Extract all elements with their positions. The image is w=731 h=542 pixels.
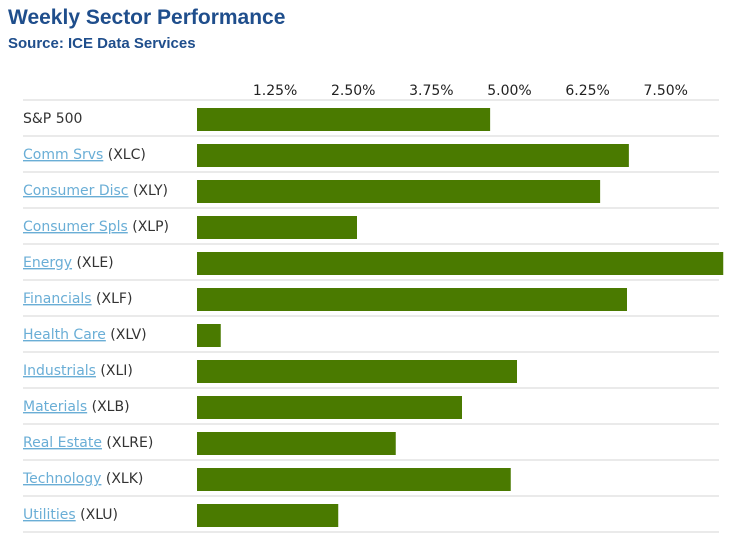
chart-title: Weekly Sector Performance (8, 6, 286, 29)
bar-utilities (197, 504, 339, 527)
bar-energy (197, 252, 724, 275)
ticker-label: (XLB) (87, 399, 129, 415)
category-label: Materials (XLB) (23, 399, 130, 415)
category-label: Health Care (XLV) (23, 327, 147, 343)
ticker-label: (XLI) (96, 363, 133, 379)
sector-link[interactable]: Financials (23, 291, 92, 307)
bar-consumer-spls (197, 216, 357, 239)
tick-label: 5.00% (487, 83, 531, 99)
ticker-label: (XLF) (92, 291, 133, 307)
sector-link[interactable]: Technology (22, 471, 101, 487)
sector-link[interactable]: Real Estate (23, 435, 102, 451)
ticker-label: (XLY) (129, 183, 168, 199)
bar-comm-srvs (197, 144, 629, 167)
bar-health-care (197, 324, 221, 347)
bar-technology (197, 468, 511, 491)
category-label: Real Estate (XLRE) (23, 435, 153, 451)
category-label: S&P 500 (23, 111, 82, 127)
category-label: Consumer Disc (XLY) (23, 183, 168, 199)
bar-industrials (197, 360, 517, 383)
tick-label: 1.25% (253, 83, 297, 99)
sector-link[interactable]: Utilities (23, 507, 76, 523)
category-label: Consumer Spls (XLP) (23, 219, 169, 235)
ticker-label: (XLRE) (102, 435, 153, 451)
ticker-label: (XLC) (103, 147, 146, 163)
sector-link[interactable]: Consumer Disc (23, 183, 129, 199)
bar-financials (197, 288, 627, 311)
tick-label: 2.50% (331, 83, 375, 99)
bar-materials (197, 396, 462, 419)
sector-link[interactable]: Industrials (23, 363, 96, 379)
category-label: Comm Srvs (XLC) (23, 147, 146, 163)
bar-consumer-disc (197, 180, 601, 203)
category-label: Energy (XLE) (23, 255, 114, 271)
sector-link[interactable]: Comm Srvs (23, 147, 103, 163)
index-name: S&P 500 (23, 111, 82, 127)
category-label: Utilities (XLU) (23, 507, 118, 523)
ticker-label: (XLV) (106, 327, 147, 343)
ticker-label: (XLK) (101, 471, 143, 487)
sector-link[interactable]: Materials (23, 399, 87, 415)
category-label: Financials (XLF) (23, 291, 132, 307)
tick-label: 7.50% (644, 83, 688, 99)
category-label: Industrials (XLI) (23, 363, 133, 379)
sector-link[interactable]: Health Care (23, 327, 106, 343)
tick-label: 6.25% (565, 83, 609, 99)
chart-subtitle: Source: ICE Data Services (8, 35, 196, 52)
category-label: Technology (XLK) (22, 471, 143, 487)
ticker-label: (XLU) (76, 507, 118, 523)
bar-s-p-500 (197, 108, 491, 131)
ticker-label: (XLP) (128, 219, 169, 235)
tick-label: 3.75% (409, 83, 453, 99)
ticker-label: (XLE) (72, 255, 114, 271)
bar-real-estate (197, 432, 396, 455)
sector-link[interactable]: Consumer Spls (23, 219, 128, 235)
sector-link[interactable]: Energy (23, 255, 72, 271)
